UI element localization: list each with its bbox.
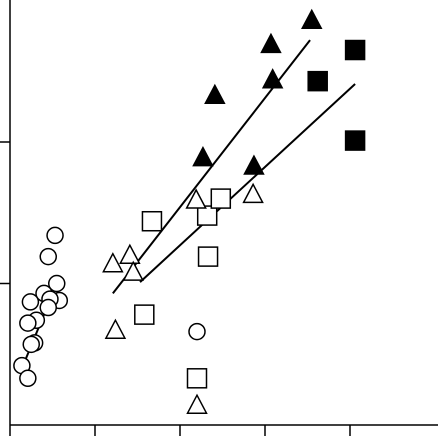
circle-point	[22, 335, 40, 354]
circle-point	[48, 274, 66, 293]
triangle-point	[192, 145, 214, 167]
triangle-point	[102, 252, 124, 273]
triangle-point	[185, 188, 207, 209]
square-point	[197, 246, 219, 267]
square-point	[307, 70, 328, 92]
circle-point	[39, 247, 57, 266]
circle-point	[188, 322, 206, 341]
circle-point	[39, 298, 57, 317]
square-point	[196, 205, 218, 226]
square-point	[344, 130, 366, 151]
square-point	[134, 304, 155, 325]
circle-point	[19, 314, 37, 332]
circle-point	[46, 226, 64, 245]
triangle-point	[301, 8, 323, 30]
triangle-point	[104, 318, 127, 339]
circle-point	[21, 293, 40, 311]
triangle-point	[260, 32, 282, 54]
triangle-point	[204, 83, 226, 105]
square-point	[186, 368, 208, 389]
square-point	[210, 188, 232, 209]
circle-point	[19, 369, 37, 388]
triangle-point	[261, 68, 284, 89]
square-point	[141, 210, 163, 232]
triangle-point	[243, 154, 265, 175]
triangle-point	[242, 182, 264, 204]
triangle-point	[122, 260, 144, 281]
triangle-point	[119, 243, 141, 264]
square-point	[344, 39, 366, 61]
fit-line	[139, 83, 356, 283]
triangle-point	[186, 393, 208, 414]
